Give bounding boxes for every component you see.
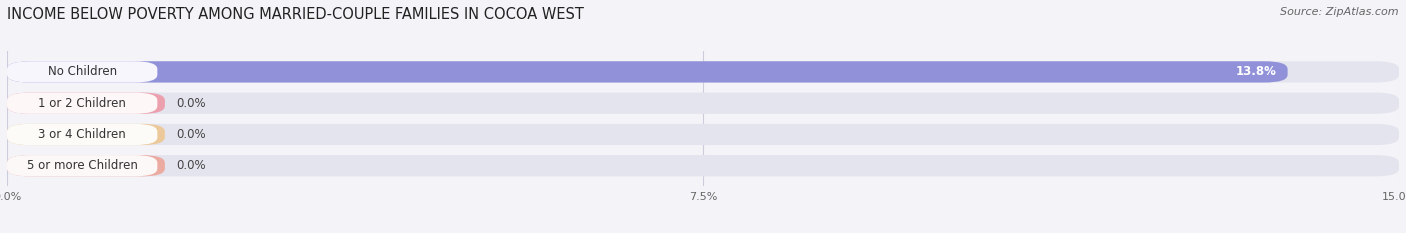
FancyBboxPatch shape bbox=[7, 61, 157, 82]
Text: 1 or 2 Children: 1 or 2 Children bbox=[38, 97, 127, 110]
FancyBboxPatch shape bbox=[7, 124, 1399, 145]
FancyBboxPatch shape bbox=[7, 93, 1399, 114]
Text: 5 or more Children: 5 or more Children bbox=[27, 159, 138, 172]
FancyBboxPatch shape bbox=[7, 155, 165, 176]
FancyBboxPatch shape bbox=[7, 155, 1399, 176]
Text: 0.0%: 0.0% bbox=[176, 159, 205, 172]
Text: Source: ZipAtlas.com: Source: ZipAtlas.com bbox=[1281, 7, 1399, 17]
FancyBboxPatch shape bbox=[7, 93, 165, 114]
Text: 0.0%: 0.0% bbox=[176, 97, 205, 110]
Text: INCOME BELOW POVERTY AMONG MARRIED-COUPLE FAMILIES IN COCOA WEST: INCOME BELOW POVERTY AMONG MARRIED-COUPL… bbox=[7, 7, 583, 22]
FancyBboxPatch shape bbox=[7, 61, 1399, 82]
FancyBboxPatch shape bbox=[7, 124, 157, 145]
FancyBboxPatch shape bbox=[7, 124, 165, 145]
Text: No Children: No Children bbox=[48, 65, 117, 79]
Text: 13.8%: 13.8% bbox=[1236, 65, 1277, 79]
Text: 0.0%: 0.0% bbox=[176, 128, 205, 141]
FancyBboxPatch shape bbox=[7, 61, 1288, 82]
FancyBboxPatch shape bbox=[7, 155, 157, 176]
Text: 3 or 4 Children: 3 or 4 Children bbox=[38, 128, 127, 141]
FancyBboxPatch shape bbox=[7, 93, 157, 114]
